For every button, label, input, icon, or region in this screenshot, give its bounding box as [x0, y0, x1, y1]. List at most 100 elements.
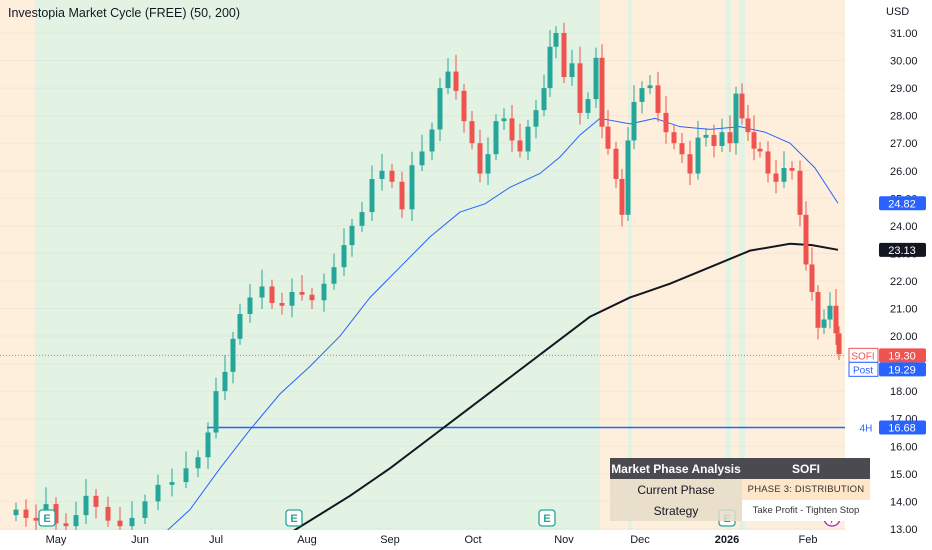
candle [279, 292, 285, 315]
price-tick-label: 13.00 [890, 524, 918, 536]
candle [585, 92, 591, 119]
candle-body [739, 93, 745, 119]
candle [703, 128, 709, 147]
phase-band-7 [731, 0, 739, 550]
candle-body [821, 319, 827, 328]
candle-body [105, 506, 111, 521]
candle-body [577, 63, 583, 113]
candle [183, 451, 189, 489]
strategy-label: Strategy [610, 500, 742, 521]
candle [437, 77, 443, 141]
candle [525, 119, 531, 161]
candle-body [695, 137, 701, 174]
candle [593, 47, 599, 108]
candle-body [663, 112, 669, 133]
candle [663, 96, 669, 144]
price-tick-label: 31.00 [890, 28, 918, 40]
candle-body [247, 297, 253, 315]
candle [341, 228, 347, 276]
price-tick-label: 22.00 [890, 276, 918, 288]
candle-body [445, 71, 451, 89]
candle [105, 496, 111, 527]
candle [493, 114, 499, 161]
ma200-price-tag: 23.13 [888, 245, 916, 257]
currency-label[interactable]: USD [886, 6, 910, 18]
phase-band-0 [0, 0, 35, 550]
candle [349, 218, 355, 257]
candle [745, 104, 751, 141]
strategy-value: Take Profit - Tighten Stop [742, 500, 870, 521]
candle-body [647, 85, 653, 89]
table-symbol: SOFI [742, 458, 870, 479]
candle [409, 151, 415, 221]
market-phase-table: Market Phase Analysis SOFI Current Phase… [610, 458, 870, 521]
candle-body [733, 93, 739, 144]
candle [815, 285, 821, 340]
candle-body [631, 101, 637, 141]
time-tick-label: Aug [297, 534, 317, 546]
candle [836, 326, 842, 361]
candle-body [509, 118, 515, 141]
post-price-tag-bg [879, 362, 926, 377]
candle [655, 71, 661, 122]
candle [445, 58, 451, 95]
candle-body [299, 291, 305, 295]
time-tick-label: May [46, 534, 67, 546]
candle-body [331, 267, 337, 284]
candle [259, 269, 265, 310]
candle-body [309, 294, 315, 301]
candle [517, 123, 523, 158]
candle-body [453, 71, 459, 91]
ma200-line [258, 242, 839, 550]
candle-body [33, 517, 39, 521]
earnings-marker: E [285, 509, 303, 527]
candle [619, 168, 625, 227]
level-tag: 4H [860, 424, 873, 435]
candle [533, 99, 539, 139]
post-tag-bg [848, 361, 879, 377]
level-price-tag-bg [879, 420, 926, 435]
candle-body [711, 134, 717, 146]
candle-body [129, 517, 135, 527]
candle [485, 137, 491, 186]
candle [501, 108, 507, 130]
candle [461, 83, 467, 133]
candle [429, 122, 435, 161]
candle [155, 474, 161, 511]
candle-body [773, 173, 779, 182]
candle [687, 140, 693, 186]
candle [833, 288, 839, 345]
earnings-marker: E [38, 509, 56, 527]
candle-body [547, 46, 553, 89]
price-tick-label: 29.00 [890, 83, 918, 95]
candle-body [169, 482, 175, 485]
candle [205, 422, 211, 469]
candle-body [585, 99, 591, 113]
candle [605, 109, 611, 155]
candle-body [797, 170, 803, 215]
candles [13, 22, 842, 538]
table-title: Market Phase Analysis [610, 458, 742, 479]
level-price-tag: 16.68 [888, 423, 916, 435]
candle-body [230, 338, 236, 372]
candle [142, 494, 148, 524]
candle [561, 22, 567, 84]
candle-body [289, 291, 295, 306]
candle [359, 201, 365, 232]
indicator-title: Investopia Market Cycle (FREE) (50, 200) [8, 6, 241, 20]
candle [613, 141, 619, 188]
candle [230, 331, 236, 384]
candle-body [53, 504, 59, 524]
candle [83, 479, 89, 524]
price-tick-label: 21.00 [890, 304, 918, 316]
price-tick-label: 24.00 [890, 221, 918, 233]
candle [547, 29, 553, 97]
candle-body [379, 170, 385, 180]
candle-body [429, 129, 435, 152]
ma50-price-tag-bg [879, 196, 926, 211]
candle-body [679, 143, 685, 155]
candle-body [359, 212, 365, 226]
candle [509, 104, 515, 153]
candle-body [809, 264, 815, 292]
earnings-marker-box [38, 509, 56, 527]
